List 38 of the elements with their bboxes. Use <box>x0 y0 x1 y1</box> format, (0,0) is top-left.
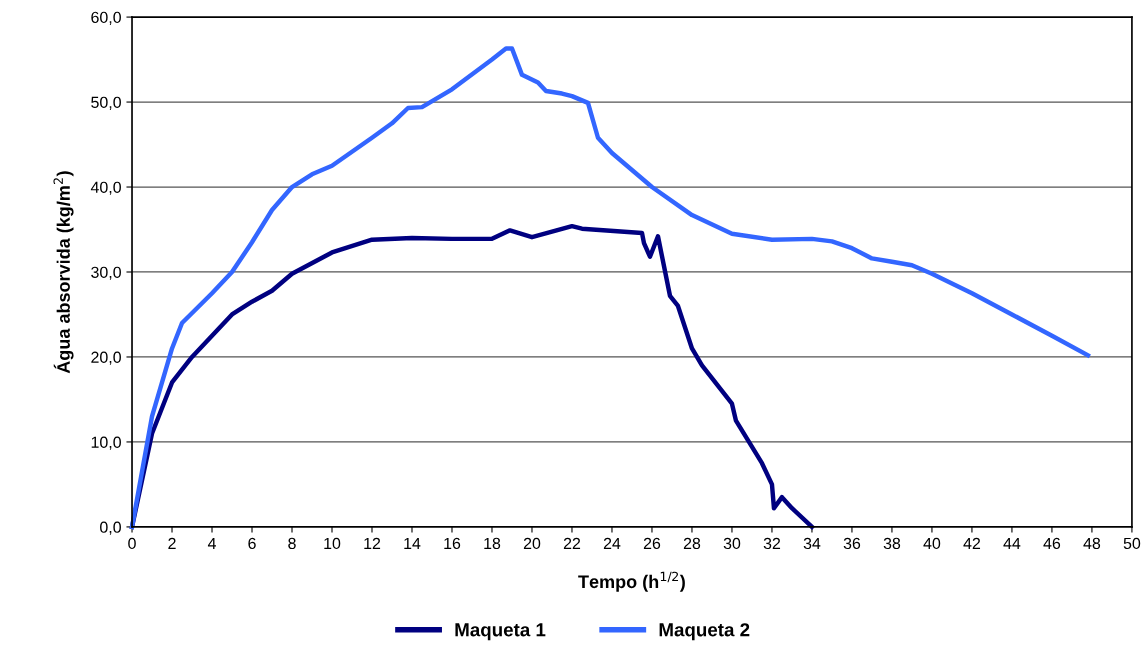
x-tick-label: 18 <box>484 537 501 550</box>
legend-label: Maqueta 1 <box>455 623 546 641</box>
x-tick-label: 42 <box>963 537 981 549</box>
x-tick-label: 32 <box>763 537 781 550</box>
y-tick-label: 60,0 <box>91 11 121 25</box>
x-tick-label: 20 <box>523 537 541 550</box>
line-series <box>129 46 1091 530</box>
x-tick-label: 46 <box>1043 537 1061 550</box>
y-tick-label: 20,0 <box>91 351 121 365</box>
x-tick-label: 26 <box>643 537 661 550</box>
legend-label: Maqueta 2 <box>659 623 750 641</box>
x-tick-label: 8 <box>288 537 296 550</box>
x-tick-label: 24 <box>603 537 621 549</box>
y-tick-label: 30,0 <box>91 266 121 280</box>
x-tick-label: 0 <box>128 537 136 550</box>
x-tick-label: 4 <box>207 537 216 549</box>
x-tick-label: 44 <box>1003 537 1021 549</box>
x-tick-label: 38 <box>883 537 901 550</box>
x-tick-label: 34 <box>803 537 821 550</box>
x-axis-title: Tempo (h$^{1/2}$) <box>578 571 685 592</box>
x-tick-label: 10 <box>324 537 341 550</box>
y-axis-title: Água absorvida (kg/m$^{2}$) <box>53 171 74 374</box>
x-tick-label: 28 <box>683 537 701 550</box>
x-tick-label: 40 <box>923 537 941 550</box>
x-tick-label: 2 <box>168 537 176 549</box>
x-tick-label: 6 <box>248 537 256 550</box>
y-tick-label: 40,0 <box>90 181 121 195</box>
x-tick-label: 12 <box>364 537 381 549</box>
x-tick-label: 50 <box>1123 537 1141 550</box>
x-tick-label: 36 <box>843 537 861 550</box>
x-tick-label: 14 <box>404 537 421 549</box>
y-tick-label: 50,0 <box>91 96 121 110</box>
y-tick-label: 10,0 <box>91 436 121 450</box>
y-tick-label: 0,0 <box>100 521 121 535</box>
x-tick-label: 22 <box>563 537 581 549</box>
x-tick-label: 48 <box>1083 537 1101 550</box>
x-tick-label: 16 <box>444 537 461 550</box>
x-tick-label: 30 <box>723 537 741 550</box>
